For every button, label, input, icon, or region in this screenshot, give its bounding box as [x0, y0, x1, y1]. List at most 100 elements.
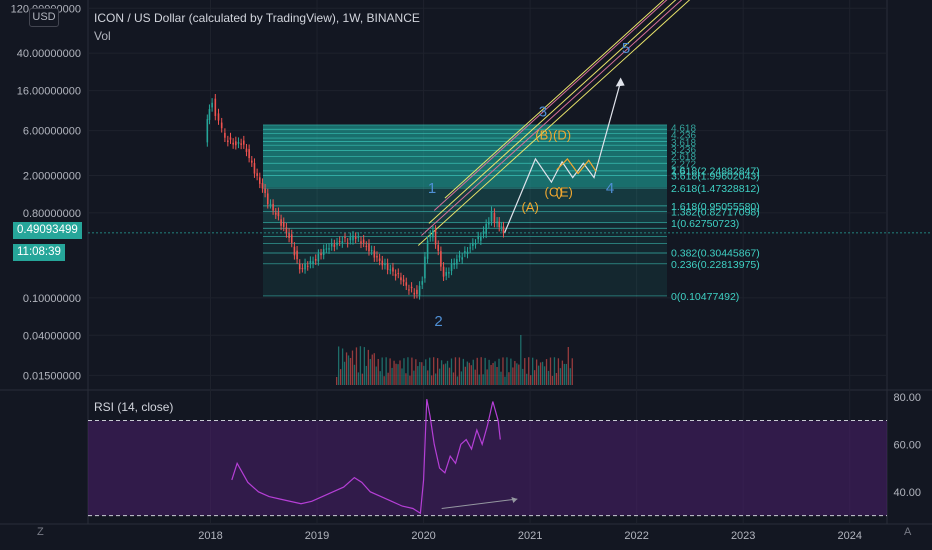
candle-body [341, 241, 344, 244]
y-tick-label: 16.00000000 [17, 86, 81, 98]
fib-level-label: 1.382(0.82717098) [671, 207, 760, 219]
fib-level-label: 2.0 [671, 167, 685, 178]
fib-level-label: 3.236 [671, 145, 696, 156]
x-tick-label: 2023 [731, 530, 755, 542]
candle-body [493, 212, 496, 223]
volume-bar [472, 359, 474, 385]
volume-bar [484, 357, 486, 385]
candle-body [344, 237, 346, 239]
volume-bar [532, 357, 534, 385]
volume-bar [462, 358, 465, 385]
volume-bar [539, 362, 542, 385]
candle-body [424, 256, 426, 279]
volume-bar [561, 360, 564, 385]
auto-scale-button[interactable]: A [904, 526, 912, 538]
volume-bar [339, 369, 342, 385]
candle-body [211, 102, 213, 108]
candle-body [235, 141, 237, 146]
fib-level-label: 3.618 [671, 138, 696, 149]
volume-bar [508, 372, 510, 385]
wave-label: (B) [535, 128, 552, 143]
volume-bar [526, 373, 528, 385]
candle-body [256, 173, 258, 176]
candle-body [349, 237, 352, 241]
candle-body [325, 248, 328, 250]
candle-body [293, 246, 296, 256]
z-button[interactable]: Z [37, 526, 44, 538]
candle-body [432, 230, 434, 238]
volume-bar [545, 359, 548, 385]
rsi-divergence-line [441, 498, 518, 509]
candle-body [312, 261, 314, 264]
volume-bar [541, 361, 544, 385]
candle-body [490, 211, 493, 222]
candle-body [450, 263, 453, 271]
volume-bar [537, 365, 540, 385]
currency-button[interactable]: USD [29, 8, 59, 27]
candle-body [280, 219, 282, 226]
candle-body [266, 193, 269, 205]
volume-bar [520, 335, 522, 385]
volume-bar [440, 360, 443, 385]
x-tick-label: 2022 [624, 530, 648, 542]
candle-body [309, 260, 312, 265]
candle-body [360, 241, 362, 244]
candle-body [322, 249, 325, 255]
candle-body [434, 229, 437, 245]
volume-bar [557, 358, 560, 385]
volume-bar [468, 362, 470, 385]
wave-label: (E) [556, 184, 573, 199]
candle-body [338, 241, 341, 243]
volume-bar [405, 373, 407, 385]
volume-bar [438, 368, 441, 385]
fib-zone-lower [263, 223, 667, 296]
volume-bar [506, 357, 508, 385]
candle-body [378, 258, 381, 261]
volume-bar [421, 362, 423, 385]
x-tick-label: 2020 [411, 530, 435, 542]
countdown-tag: 11:08:39 [13, 244, 65, 261]
volume-bar [427, 370, 429, 385]
candle-body [328, 248, 330, 250]
candle-body [397, 273, 400, 275]
wave-label: 1 [428, 180, 436, 197]
candle-body [250, 160, 253, 163]
fib-level-label: 2.618 [671, 152, 696, 163]
candle-body [502, 226, 505, 234]
volume-bar [435, 373, 437, 385]
volume-bar [518, 364, 520, 385]
fib-level-label: 2.272 [671, 159, 696, 170]
y-tick-label: 0.10000000 [23, 293, 81, 305]
volume-bar [369, 358, 371, 385]
volume-bar [365, 365, 367, 385]
volume-bar [470, 365, 472, 385]
volume-bar [371, 354, 373, 385]
y-tick-label: 0.04000000 [23, 330, 81, 342]
volume-bar [567, 347, 569, 385]
wave-label: 2 [434, 313, 442, 330]
volume-bar [431, 375, 433, 385]
fib-level-label: 1.618(2.24882847) [671, 166, 760, 178]
volume-bar [341, 348, 344, 385]
candle-body [354, 236, 357, 240]
volume-bar [504, 376, 506, 385]
candle-body [500, 226, 503, 228]
rsi-line [231, 399, 501, 515]
candle-body [474, 243, 477, 245]
volume-bar [444, 363, 447, 385]
rsi-divergence-arrowhead [511, 496, 518, 503]
volume-bar [478, 374, 480, 385]
volume-bar [336, 377, 338, 385]
candle-body [445, 272, 448, 276]
candle-body [426, 240, 429, 259]
candle-body [285, 227, 288, 234]
volume-bar [555, 372, 558, 385]
volume-bar [486, 369, 488, 385]
volume-bar [377, 358, 379, 385]
fib-level-label: 4.618 [671, 123, 696, 134]
fib-zone-mid [263, 187, 667, 224]
y-tick-label: 40.00000000 [17, 48, 81, 60]
candle-body [386, 263, 389, 270]
wave-arrowhead [615, 77, 625, 87]
